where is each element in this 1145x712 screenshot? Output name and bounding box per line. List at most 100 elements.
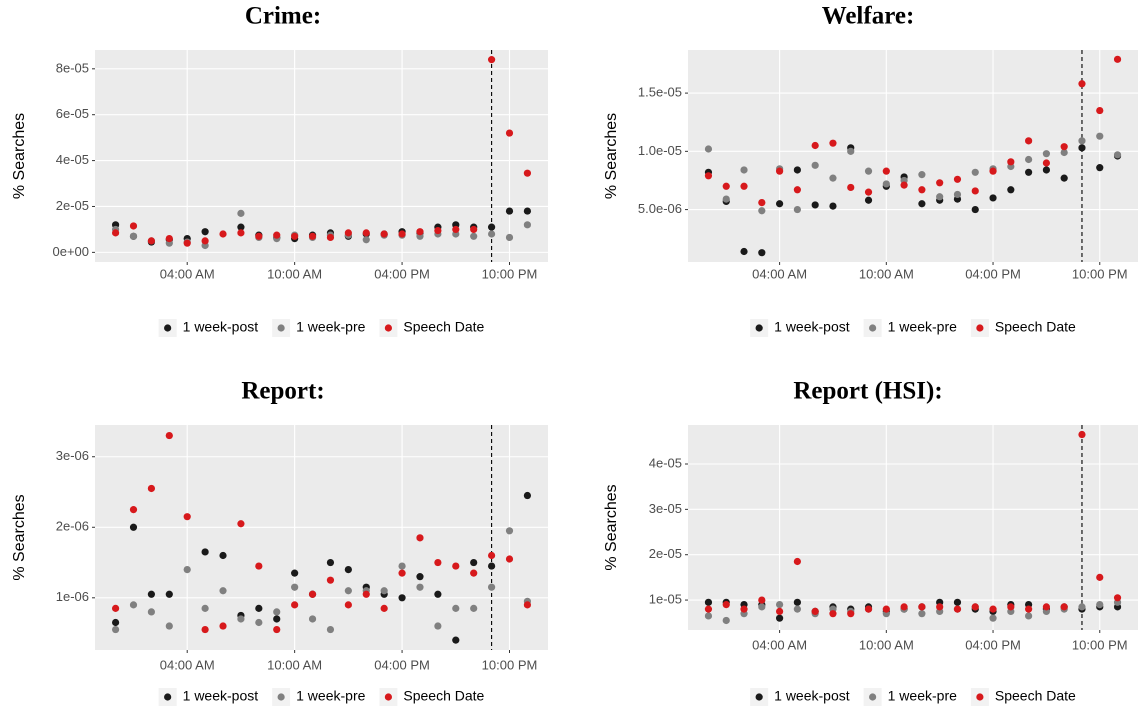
legend-label: 1 week-post	[774, 319, 850, 335]
x-tick-label: 10:00 AM	[859, 637, 914, 652]
data-point	[147, 590, 156, 598]
data-point	[864, 196, 873, 204]
legend-marker	[164, 324, 172, 332]
data-point	[219, 230, 227, 238]
panel: Crime: 0e+00 2e-05 4e-05 6e-05 8e-05 04:00 AM 1…	[11, 3, 548, 337]
data-point	[147, 608, 156, 616]
data-point	[452, 562, 460, 570]
data-point	[864, 605, 873, 613]
data-point	[470, 604, 478, 612]
legend-label: Speech Date	[995, 688, 1076, 704]
legend-label: 1 week-post	[183, 688, 259, 704]
data-point	[487, 551, 496, 560]
data-point	[811, 201, 819, 209]
x-tick-label: 04:00 PM	[374, 657, 430, 672]
data-point	[523, 221, 532, 229]
panel: Welfare: 5.0e-06 1.0e-05 1.5e-05 04:00 AM 10:…	[603, 3, 1138, 337]
y-tick-label: 5.0e-06	[638, 201, 682, 216]
data-point	[1078, 137, 1086, 145]
data-point	[273, 615, 281, 623]
plot-background	[688, 425, 1138, 630]
legend: 1 week-post 1 week-pre Speech Date	[158, 319, 485, 337]
data-point	[793, 205, 801, 214]
data-point	[111, 604, 120, 612]
data-point	[1025, 137, 1033, 145]
data-point	[487, 562, 496, 570]
data-point	[758, 198, 766, 207]
data-point	[344, 601, 352, 609]
legend-marker	[277, 693, 285, 701]
data-point	[1025, 168, 1033, 176]
data-point	[434, 226, 442, 235]
data-point	[273, 231, 281, 239]
data-point	[219, 551, 227, 560]
data-point	[1025, 605, 1033, 613]
data-point	[936, 603, 944, 611]
data-point	[971, 603, 979, 611]
data-point	[740, 182, 748, 190]
data-point	[237, 223, 245, 231]
data-point	[829, 610, 837, 618]
data-point	[326, 558, 335, 567]
y-tick-label: 0e+00	[52, 244, 89, 259]
data-point	[882, 180, 890, 188]
y-axis-label: % Searches	[603, 113, 620, 199]
data-point	[758, 249, 766, 257]
panel: Report: 1e-06 2e-06 3e-06 04:00 AM 10:00 AM 04…	[11, 378, 548, 706]
data-point	[1042, 166, 1050, 174]
x-tick-label: 04:00 PM	[374, 266, 430, 281]
data-point	[487, 56, 496, 64]
data-point	[201, 228, 209, 236]
data-point	[847, 183, 855, 192]
data-point	[237, 520, 245, 528]
data-point	[1078, 430, 1086, 439]
legend-marker	[869, 693, 877, 701]
y-tick-label: 1.5e-05	[638, 85, 682, 100]
data-point	[1042, 603, 1050, 611]
data-point	[434, 590, 442, 598]
x-tick-label: 10:00 PM	[1072, 637, 1128, 652]
data-point	[273, 625, 281, 634]
data-point	[362, 229, 370, 237]
data-point	[1060, 148, 1068, 157]
legend: 1 week-post 1 week-pre Speech Date	[158, 688, 485, 706]
panel-title: Crime:	[245, 3, 321, 30]
data-point	[793, 557, 801, 566]
x-tick-label: 04:00 AM	[752, 266, 807, 281]
data-point	[129, 601, 138, 609]
data-point	[416, 534, 424, 542]
data-point	[255, 562, 263, 570]
data-point	[829, 202, 837, 210]
data-point	[362, 236, 370, 244]
data-point	[129, 523, 138, 531]
data-point	[452, 604, 460, 612]
data-point	[722, 601, 730, 609]
data-point	[505, 129, 514, 137]
data-point	[487, 583, 496, 591]
data-point	[758, 207, 766, 215]
plot-background	[95, 50, 548, 262]
legend-marker	[976, 693, 984, 701]
data-point	[829, 139, 837, 147]
data-point	[1042, 159, 1050, 167]
data-point	[165, 234, 173, 243]
data-point	[255, 604, 263, 612]
data-point	[452, 636, 460, 644]
y-axis-label: % Searches	[603, 484, 620, 570]
data-point	[740, 247, 748, 256]
data-point	[1078, 80, 1086, 88]
data-point	[129, 506, 138, 514]
data-point	[505, 527, 514, 535]
data-point	[523, 207, 532, 215]
data-point	[793, 186, 801, 194]
data-point	[470, 558, 478, 567]
x-tick-label: 10:00 PM	[482, 657, 538, 672]
y-tick-label: 2e-06	[56, 519, 89, 534]
legend-marker	[277, 324, 285, 332]
data-point	[505, 555, 514, 563]
data-point	[326, 233, 335, 242]
data-point	[918, 171, 926, 179]
data-point	[1060, 143, 1068, 151]
data-point	[434, 622, 442, 630]
data-point	[1042, 150, 1050, 158]
